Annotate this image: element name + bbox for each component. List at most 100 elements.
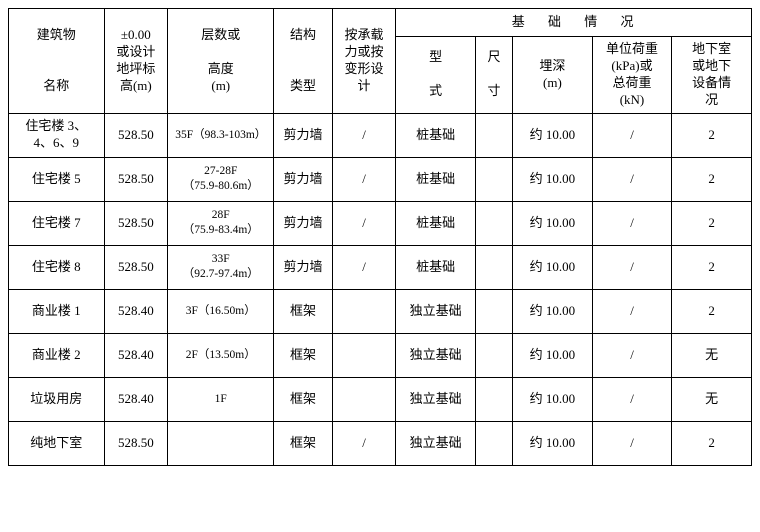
header-text: 名称 xyxy=(43,78,69,93)
cell-design: / xyxy=(332,113,396,157)
cell-design: / xyxy=(332,421,396,465)
cell-structure: 框架 xyxy=(274,333,332,377)
cell-size xyxy=(475,113,512,157)
cell-foundation-type: 桩基础 xyxy=(396,245,476,289)
cell-size xyxy=(475,289,512,333)
cell-foundation-type: 桩基础 xyxy=(396,113,476,157)
col-structure: 结构 类型 xyxy=(274,9,332,114)
cell-text: 住宅楼 7 xyxy=(32,215,81,230)
cell-depth: 约 10.00 xyxy=(513,421,593,465)
cell-foundation-type: 独立基础 xyxy=(396,377,476,421)
cell-design: / xyxy=(332,201,396,245)
cell-elevation: 528.40 xyxy=(104,333,168,377)
cell-structure: 剪力墙 xyxy=(274,113,332,157)
cell-load: / xyxy=(592,157,672,201)
col-foundation-group: 基 础 情 况 xyxy=(396,9,752,37)
cell-floors: 27-28F（75.9-80.6m） xyxy=(168,157,274,201)
header-text: 总荷重 xyxy=(612,75,651,90)
cell-size xyxy=(475,421,512,465)
cell-load: / xyxy=(592,245,672,289)
header-text: 单位荷重 xyxy=(606,41,658,56)
cell-basement: 2 xyxy=(672,289,752,333)
header-text: 层数或 xyxy=(201,27,240,42)
header-text: 高度 xyxy=(208,61,234,76)
cell-text: 28F xyxy=(212,209,230,221)
cell-load: / xyxy=(592,421,672,465)
cell-depth: 约 10.00 xyxy=(513,201,593,245)
cell-depth: 约 10.00 xyxy=(513,245,593,289)
cell-foundation-type: 独立基础 xyxy=(396,333,476,377)
cell-size xyxy=(475,333,512,377)
table-row: 住宅楼 7528.5028F（75.9-83.4m）剪力墙/桩基础约 10.00… xyxy=(9,201,752,245)
cell-basement: 2 xyxy=(672,245,752,289)
cell-structure: 框架 xyxy=(274,421,332,465)
cell-basement: 2 xyxy=(672,113,752,157)
header-text: 结构 xyxy=(290,27,316,42)
header-text: 埋深 xyxy=(539,58,565,73)
cell-foundation-type: 桩基础 xyxy=(396,157,476,201)
cell-foundation-type: 独立基础 xyxy=(396,289,476,333)
cell-name: 住宅楼 7 xyxy=(9,201,105,245)
header-text: (m) xyxy=(543,75,562,90)
cell-text: （75.9-83.4m） xyxy=(183,224,259,236)
cell-depth: 约 10.00 xyxy=(513,157,593,201)
header-text: 或设计 xyxy=(116,44,155,59)
col-foundation-type: 型 式 xyxy=(396,37,476,114)
cell-size xyxy=(475,245,512,289)
table-row: 商业楼 2528.402F（13.50m）框架独立基础约 10.00/无 xyxy=(9,333,752,377)
cell-text: 垃圾用房 xyxy=(30,391,82,406)
cell-name: 住宅楼 3、4、6、9 xyxy=(9,113,105,157)
cell-foundation-type: 独立基础 xyxy=(396,421,476,465)
cell-name: 商业楼 2 xyxy=(9,333,105,377)
header-text: 地坪标 xyxy=(116,61,155,76)
cell-load: / xyxy=(592,377,672,421)
cell-text: 住宅楼 8 xyxy=(32,259,81,274)
col-elevation: ±0.00 或设计 地坪标 高(m) xyxy=(104,9,168,114)
cell-floors xyxy=(168,421,274,465)
cell-text: 27-28F xyxy=(204,165,237,177)
header-text: 设备情 xyxy=(692,75,731,90)
cell-size xyxy=(475,157,512,201)
table-row: 纯地下室528.50框架/独立基础约 10.00/2 xyxy=(9,421,752,465)
cell-text: 商业楼 1 xyxy=(32,303,81,318)
cell-basement: 2 xyxy=(672,157,752,201)
header-text: 按承载 xyxy=(345,27,384,42)
table-row: 住宅楼 5528.5027-28F（75.9-80.6m）剪力墙/桩基础约 10… xyxy=(9,157,752,201)
cell-elevation: 528.50 xyxy=(104,157,168,201)
cell-floors: 2F（13.50m） xyxy=(168,333,274,377)
header-text: 高(m) xyxy=(120,78,152,93)
cell-text: 35F（98.3-103m） xyxy=(175,129,266,141)
cell-depth: 约 10.00 xyxy=(513,113,593,157)
cell-structure: 剪力墙 xyxy=(274,245,332,289)
header-text: 式 xyxy=(429,83,442,98)
col-building-name: 建筑物 名称 xyxy=(9,9,105,114)
header-text: 或地下 xyxy=(692,58,731,73)
cell-depth: 约 10.00 xyxy=(513,377,593,421)
header-text: (kN) xyxy=(620,92,645,107)
cell-size xyxy=(475,201,512,245)
cell-elevation: 528.50 xyxy=(104,201,168,245)
cell-text: 1F xyxy=(215,393,227,405)
header-text: 地下室 xyxy=(692,41,731,56)
cell-text: 2F（13.50m） xyxy=(186,349,256,361)
cell-text: 3F（16.50m） xyxy=(186,305,256,317)
cell-structure: 剪力墙 xyxy=(274,201,332,245)
cell-name: 住宅楼 5 xyxy=(9,157,105,201)
header-text: ±0.00 xyxy=(121,27,151,42)
table-row: 住宅楼 8528.5033F（92.7-97.4m）剪力墙/桩基础约 10.00… xyxy=(9,245,752,289)
header-text: 计 xyxy=(358,78,371,93)
cell-text: 4、6、9 xyxy=(34,135,80,150)
cell-structure: 框架 xyxy=(274,377,332,421)
header-text: 建筑物 xyxy=(37,27,76,42)
cell-floors: 1F xyxy=(168,377,274,421)
col-depth: 埋深 (m) xyxy=(513,37,593,114)
col-design: 按承载 力或按 变形设 计 xyxy=(332,9,396,114)
col-basement: 地下室 或地下 设备情 况 xyxy=(672,37,752,114)
cell-elevation: 528.50 xyxy=(104,245,168,289)
table-header: 建筑物 名称 ±0.00 或设计 地坪标 高(m) 层数或 高度 (m) 结构 … xyxy=(9,9,752,114)
table-row: 商业楼 1528.403F（16.50m）框架独立基础约 10.00/2 xyxy=(9,289,752,333)
cell-basement: 无 xyxy=(672,377,752,421)
cell-text: 33F xyxy=(212,253,230,265)
cell-name: 住宅楼 8 xyxy=(9,245,105,289)
col-load: 单位荷重 (kPa)或 总荷重 (kN) xyxy=(592,37,672,114)
